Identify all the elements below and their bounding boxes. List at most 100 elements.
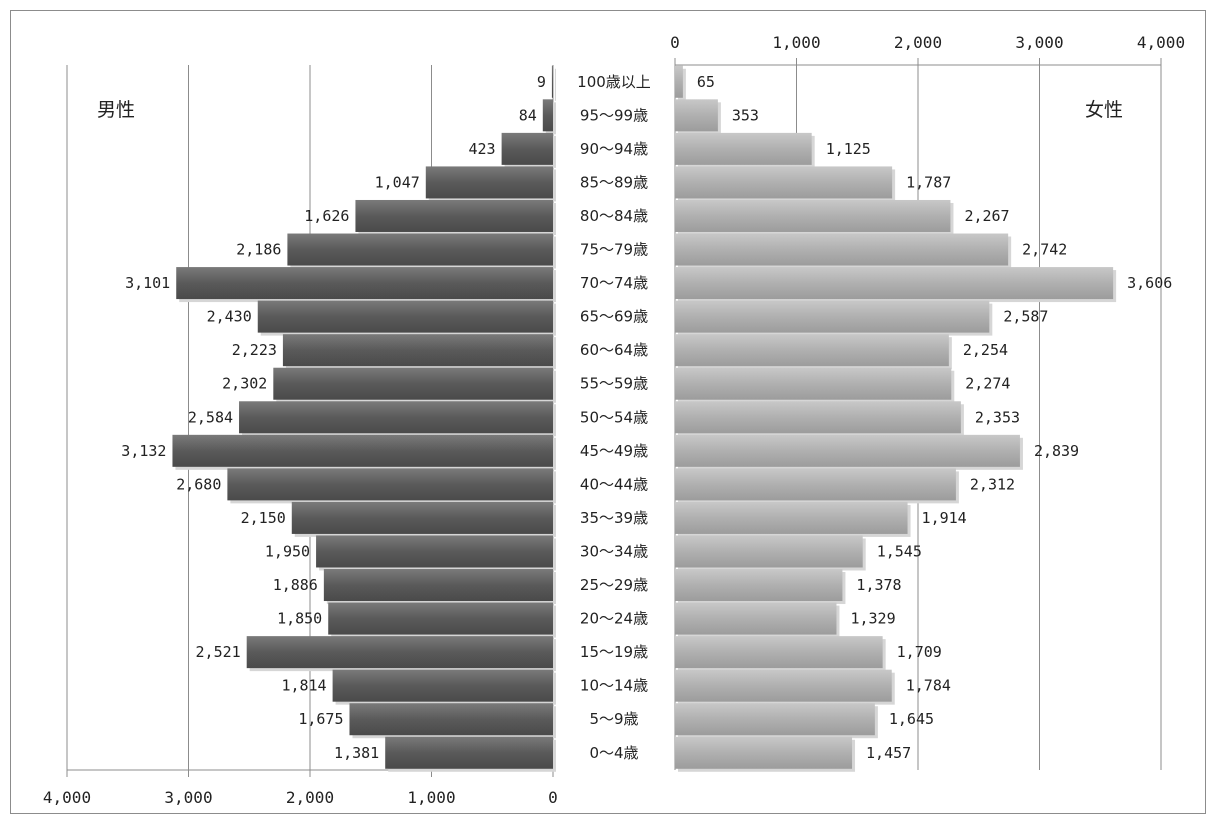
female-value-label: 2,839 [1034, 442, 1079, 460]
male-bar [501, 132, 553, 165]
age-category-label: 35～39歳 [580, 509, 648, 527]
age-category-label: 95～99歳 [580, 106, 648, 124]
female-bar [675, 65, 683, 98]
male-value-label: 1,814 [281, 677, 326, 695]
age-category-label: 30～34歳 [580, 542, 648, 560]
female-value-label: 2,353 [975, 408, 1020, 426]
female-bar [675, 636, 883, 669]
male-bar [176, 267, 553, 300]
female-side-label: 女性 [1085, 99, 1123, 121]
male-bar [425, 166, 553, 199]
female-axis-tick-label: 1,000 [772, 33, 820, 52]
male-value-label: 1,950 [265, 542, 310, 560]
male-value-label: 2,223 [232, 341, 277, 359]
female-value-label: 2,267 [964, 207, 1009, 225]
male-bar [385, 736, 553, 769]
male-value-label: 84 [519, 106, 537, 124]
male-bar [316, 535, 553, 568]
male-bar [287, 233, 553, 266]
male-bar [246, 636, 554, 669]
female-value-label: 1,784 [906, 677, 951, 695]
female-bar [675, 535, 863, 568]
age-category-label: 60～64歳 [580, 341, 648, 359]
female-value-label: 2,742 [1022, 241, 1067, 259]
male-value-label: 1,047 [375, 173, 420, 191]
female-bar [675, 434, 1020, 467]
female-bar [675, 132, 812, 165]
female-bar [675, 99, 718, 132]
male-axis-tick-label: 2,000 [286, 788, 334, 807]
male-side-label: 男性 [97, 99, 135, 121]
female-value-label: 1,914 [922, 509, 967, 527]
age-category-label: 50～54歳 [580, 408, 648, 426]
age-category-label: 20～24歳 [580, 610, 648, 628]
male-bar [172, 434, 553, 467]
male-value-label: 2,584 [188, 408, 233, 426]
male-axis-tick-label: 1,000 [407, 788, 455, 807]
female-bar [675, 569, 843, 602]
female-bar [675, 300, 990, 333]
female-value-label: 1,329 [850, 610, 895, 628]
female-bar [675, 166, 893, 199]
female-bar [675, 367, 952, 400]
female-bar [675, 703, 875, 736]
female-bar [675, 468, 956, 501]
female-axis-tick-label: 2,000 [894, 33, 942, 52]
male-bar [355, 199, 553, 232]
female-value-label: 65 [697, 73, 715, 91]
male-value-label: 2,150 [241, 509, 286, 527]
female-value-label: 3,606 [1127, 274, 1172, 292]
age-category-label: 55～59歳 [580, 375, 648, 393]
female-value-label: 2,587 [1003, 308, 1048, 326]
female-bar [675, 199, 951, 232]
male-value-label: 2,186 [236, 241, 281, 259]
male-bar [273, 367, 553, 400]
bars-layer [172, 65, 1117, 772]
male-bar [551, 65, 553, 98]
male-bar [239, 401, 553, 434]
male-axis-tick-label: 4,000 [43, 788, 91, 807]
male-value-label: 1,675 [298, 710, 343, 728]
male-value-label: 2,680 [176, 475, 221, 493]
female-bar [675, 401, 961, 434]
female-bar [675, 736, 853, 769]
female-bar [675, 501, 908, 534]
age-category-label: 40～44歳 [580, 475, 648, 493]
age-category-label: 75～79歳 [580, 241, 648, 259]
male-bar [282, 334, 553, 367]
male-value-label: 2,430 [207, 308, 252, 326]
female-axis-tick-label: 0 [670, 33, 680, 52]
female-axis-tick-label: 4,000 [1137, 33, 1185, 52]
male-value-label: 423 [469, 140, 496, 158]
male-value-label: 3,132 [121, 442, 166, 460]
age-category-label: 85～89歳 [580, 173, 648, 191]
age-category-label: 10～14歳 [580, 677, 648, 695]
female-value-label: 2,312 [970, 475, 1015, 493]
female-bar [675, 334, 949, 367]
male-bar [349, 703, 553, 736]
male-bar-shadow [554, 68, 556, 101]
male-bar [332, 669, 553, 702]
female-value-label: 1,709 [897, 643, 942, 661]
female-value-label: 1,645 [889, 710, 934, 728]
chart-frame [10, 10, 1206, 814]
age-category-label: 15～19歳 [580, 643, 648, 661]
age-category-label: 90～94歳 [580, 140, 648, 158]
male-value-label: 1,626 [304, 207, 349, 225]
age-category-label: 5～9歳 [589, 710, 638, 728]
female-value-label: 1,787 [906, 173, 951, 191]
female-value-label: 1,457 [866, 744, 911, 762]
male-axis-tick-label: 3,000 [164, 788, 212, 807]
male-bar [257, 300, 553, 333]
male-value-label: 1,850 [277, 610, 322, 628]
female-bar [675, 602, 837, 635]
female-value-label: 1,125 [826, 140, 871, 158]
female-value-label: 1,378 [856, 576, 901, 594]
age-category-label: 0～4歳 [589, 744, 638, 762]
age-category-label: 80～84歳 [580, 207, 648, 225]
age-category-label: 70～74歳 [580, 274, 648, 292]
male-value-label: 1,381 [334, 744, 379, 762]
male-axis-tick-label: 0 [548, 788, 558, 807]
female-value-label: 2,254 [963, 341, 1008, 359]
labels-layer: 4,000 3,000 2,000 1,000 0 0 1,000 2,000 3,000 4,0… [43, 33, 1185, 807]
